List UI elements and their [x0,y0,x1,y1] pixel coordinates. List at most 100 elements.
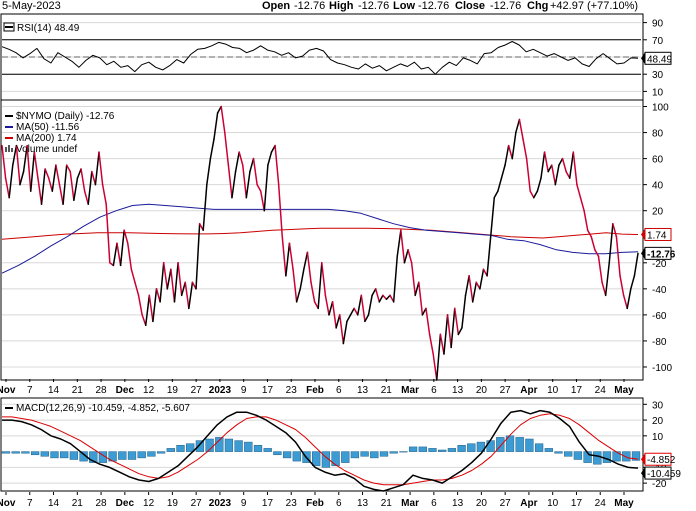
rsi-panel: 907050301048.49 [1,19,672,98]
macd-histogram-bar [244,441,253,452]
macd-histogram-bar [438,449,447,452]
macd-histogram-bar [11,451,20,454]
macd-histogram-bar [476,441,486,452]
nymo-segment-up [489,196,496,238]
nymo-segment-up [8,164,14,199]
nymo-segment-up [457,327,463,336]
x-axis-bottom-label: 21 [72,498,84,509]
nymo-segment-up [536,177,542,192]
ma200-value-tag-pointer [641,228,645,241]
x-axis-bottom-label: 2023 [209,498,232,509]
nymo-segment-up [626,288,632,310]
nymo-segment-up [188,281,194,310]
macd-histogram-bar [69,451,79,460]
nymo-segment-down [619,275,625,297]
nymo-segment-up [504,144,510,166]
nymo-segment-down [586,229,593,238]
nymo-segment-down [439,333,445,355]
macd-histogram-bar [544,448,553,452]
rsi-current-tag-pointer [641,52,645,65]
nymo-segment-down [615,235,621,277]
macd-histogram-bar [147,451,156,457]
nymo-segment-down [425,307,431,336]
nymo-segment-down [292,268,298,303]
x-axis-bottom-label: 10 [547,498,559,509]
nymo-segment-up [180,281,187,297]
nymo-segment-up [604,262,611,297]
x-axis-bottom-label: Apr [520,498,537,509]
macd-histogram-bar [89,451,98,463]
rsi-line [1,41,639,75]
nymo-segment-up [493,190,499,199]
rsi-y-tick-label: 30 [652,70,664,81]
nymo-segment-down [407,249,413,264]
macd-histogram-bar [263,448,272,452]
nymo-segment-down [418,281,424,316]
nymo-segment-up [202,183,208,231]
nymo-segment-down [65,164,72,173]
chart-header: 5-May-2023 Open -12.76 High -12.76 Low -… [2,0,638,12]
nymo-segment-down [277,183,284,238]
nymo-value-tag-pointer [641,247,645,260]
macd-histogram-bar [253,445,263,452]
macd-histogram-bar [321,451,331,468]
x-axis-bottom-label: 7 [27,498,33,509]
high-label: High [329,0,354,12]
x-axis-bottom-label: Nov [0,498,16,509]
price-y-tick-label: 80 [652,129,664,140]
price-y-tick-label: -40 [652,285,667,296]
price-y-tick-label: 100 [652,103,669,114]
nymo-segment-up [317,262,323,310]
macd-signal-tag-pointer [641,453,645,466]
nymo-segment-up [19,170,25,186]
nymo-segment-down [116,242,122,267]
x-axis-bottom-label: 17 [262,498,274,509]
price-panel-frame [0,99,644,381]
nymo-segment-down [274,144,280,186]
x-axis-top-label: 10 [547,385,559,396]
nymo-value-tag-label: -12.76 [647,249,676,260]
nymo-segment-up [396,229,402,258]
nymo-segment-down [543,151,549,173]
x-axis-top-label: 13 [452,385,464,396]
nymo-segment-up [263,164,269,212]
price-panel: 100 80 60 40 20 -20 -40 -60 -80 -100 1.74 -12.76 [1,103,676,381]
macd-histogram-bar [30,451,40,456]
macd-histogram-bar [127,451,137,460]
macd-signal-line [2,413,639,486]
macd-histogram-bar [602,451,612,463]
nymo-segment-up [554,164,560,186]
nymo-segment-down [432,353,438,381]
rsi-current-tag-label: 48.49 [647,54,672,65]
macd-histogram-bar [98,451,108,463]
rsi-legend: RSI(14) 48.49 [3,22,80,34]
macd-histogram-bar [224,438,234,452]
x-axis-top: Nov 7 14 21 28 Dec 12 19 27 2023 9 17 23 Feb 6 13 21 Mar 6… [0,379,634,396]
nymo-segment-down [453,307,460,336]
nymo-segment-down [224,131,230,166]
macd-histogram-bar [612,451,621,462]
nymo-segment-down [446,314,452,349]
macd-histogram-bar [360,451,369,457]
nymo-segment-down [579,196,585,212]
nymo-segment-up [76,168,82,179]
x-axis-top-label: 27 [500,385,512,396]
nymo-segment-up [436,333,442,381]
nymo-segment-down [184,281,190,310]
nymo-segment-down [44,168,50,179]
nymo-segment-up [461,294,467,329]
macd-histogram-bar [631,451,641,461]
x-axis-bottom-label: 27 [191,498,203,509]
price-y-tick-label: -80 [652,337,667,348]
nymo-segment-down [529,190,535,199]
x-axis-top-label: Apr [520,385,537,396]
macd-histogram-bar [379,451,389,457]
nymo-segment-up [385,294,391,301]
nymo-segment-down [83,190,89,205]
nymo-segment-up [231,170,237,199]
nymo-segment-down [288,242,294,271]
macd-value-tag-label: -10.459 [647,469,681,480]
close-value: -12.76 [490,0,521,12]
nymo-segment-down [33,151,39,179]
